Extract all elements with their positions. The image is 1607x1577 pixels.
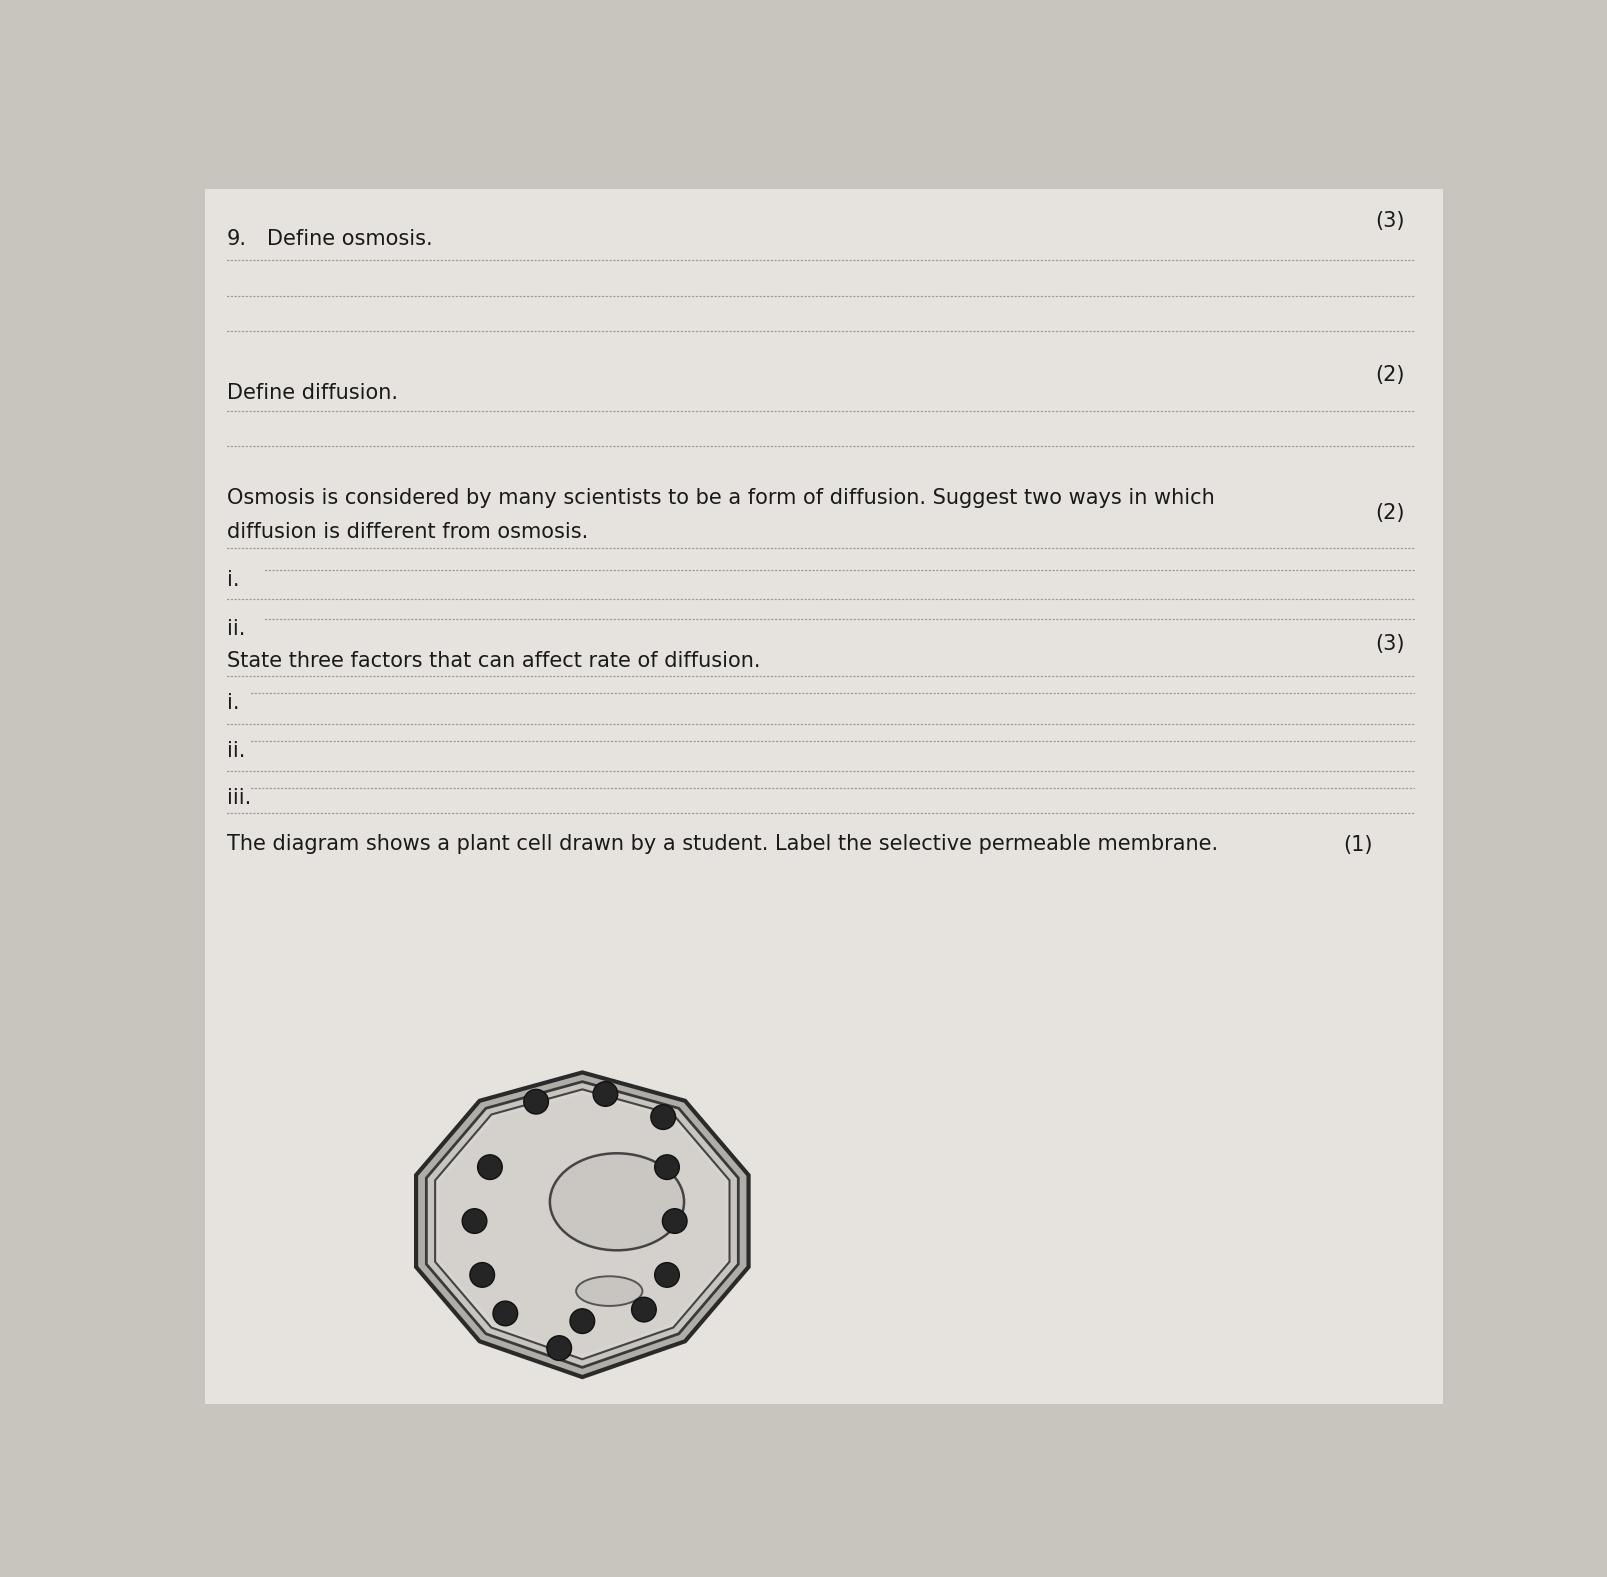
- Text: ii.: ii.: [227, 618, 244, 639]
- Text: 9.: 9.: [227, 229, 246, 249]
- Circle shape: [593, 1082, 617, 1107]
- Text: Osmosis is considered by many scientists to be a form of diffusion. Suggest two : Osmosis is considered by many scientists…: [227, 487, 1213, 508]
- Text: (1): (1): [1342, 834, 1372, 855]
- Polygon shape: [435, 1090, 730, 1359]
- Circle shape: [469, 1263, 495, 1287]
- Circle shape: [477, 1154, 501, 1180]
- Text: i.: i.: [227, 692, 239, 713]
- Text: ii.: ii.: [227, 741, 244, 760]
- Polygon shape: [426, 1082, 738, 1367]
- Text: (2): (2): [1374, 364, 1405, 385]
- Circle shape: [651, 1105, 675, 1129]
- Circle shape: [654, 1263, 678, 1287]
- Text: Define diffusion.: Define diffusion.: [227, 383, 397, 404]
- Circle shape: [632, 1298, 656, 1322]
- Circle shape: [461, 1208, 487, 1233]
- Ellipse shape: [575, 1276, 643, 1306]
- Text: i.: i.: [227, 569, 239, 590]
- Text: (3): (3): [1374, 211, 1405, 230]
- Circle shape: [524, 1090, 548, 1113]
- Circle shape: [546, 1336, 570, 1361]
- Text: diffusion is different from osmosis.: diffusion is different from osmosis.: [227, 522, 588, 542]
- Polygon shape: [416, 1072, 749, 1377]
- Circle shape: [662, 1208, 686, 1233]
- Circle shape: [493, 1301, 517, 1326]
- Text: (3): (3): [1374, 634, 1405, 654]
- Text: Define osmosis.: Define osmosis.: [267, 229, 432, 249]
- Text: iii.: iii.: [227, 788, 251, 809]
- Circle shape: [569, 1309, 595, 1334]
- Polygon shape: [439, 1094, 725, 1355]
- FancyBboxPatch shape: [204, 189, 1443, 1404]
- Text: State three factors that can affect rate of diffusion.: State three factors that can affect rate…: [227, 651, 760, 672]
- Ellipse shape: [550, 1153, 683, 1251]
- Text: (2): (2): [1374, 503, 1405, 524]
- Text: The diagram shows a plant cell drawn by a student. Label the selective permeable: The diagram shows a plant cell drawn by …: [227, 834, 1216, 855]
- Circle shape: [654, 1154, 678, 1180]
